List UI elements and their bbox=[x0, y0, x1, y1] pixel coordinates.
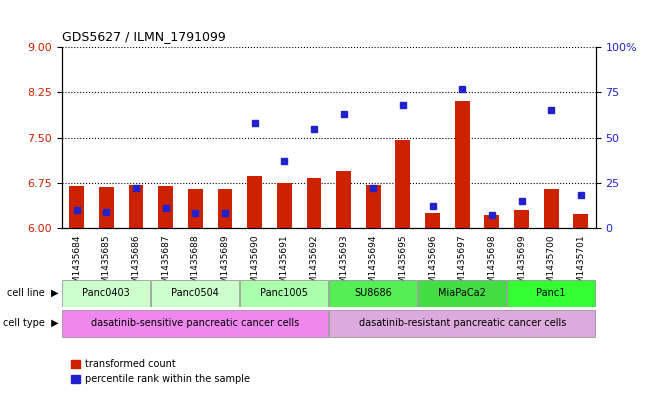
Text: MiaPaCa2: MiaPaCa2 bbox=[438, 288, 486, 298]
Text: Panc1: Panc1 bbox=[536, 288, 566, 298]
Legend: transformed count, percentile rank within the sample: transformed count, percentile rank withi… bbox=[66, 356, 254, 388]
Bar bbox=[62, 310, 328, 337]
Bar bbox=[99, 187, 114, 228]
Bar bbox=[62, 279, 150, 307]
Bar bbox=[307, 178, 322, 228]
Bar bbox=[329, 279, 417, 307]
Text: Panc1005: Panc1005 bbox=[260, 288, 308, 298]
Bar bbox=[69, 186, 84, 228]
Text: SU8686: SU8686 bbox=[354, 288, 392, 298]
Bar bbox=[514, 210, 529, 228]
Bar bbox=[574, 214, 589, 228]
Bar bbox=[544, 189, 559, 228]
Bar bbox=[425, 213, 440, 228]
Bar bbox=[128, 185, 143, 228]
Bar bbox=[455, 101, 469, 228]
Bar bbox=[277, 183, 292, 228]
Text: dasatinib-sensitive pancreatic cancer cells: dasatinib-sensitive pancreatic cancer ce… bbox=[91, 318, 299, 329]
Bar bbox=[329, 310, 595, 337]
Text: cell line  ▶: cell line ▶ bbox=[7, 288, 59, 298]
Bar bbox=[152, 279, 239, 307]
Bar bbox=[507, 279, 595, 307]
Text: GDS5627 / ILMN_1791099: GDS5627 / ILMN_1791099 bbox=[62, 30, 226, 43]
Bar bbox=[247, 176, 262, 228]
Bar bbox=[419, 279, 506, 307]
Bar bbox=[158, 186, 173, 228]
Text: Panc0504: Panc0504 bbox=[171, 288, 219, 298]
Bar bbox=[188, 189, 202, 228]
Text: cell type  ▶: cell type ▶ bbox=[3, 318, 59, 329]
Bar bbox=[396, 140, 410, 228]
Text: dasatinib-resistant pancreatic cancer cells: dasatinib-resistant pancreatic cancer ce… bbox=[359, 318, 566, 329]
Bar bbox=[240, 279, 328, 307]
Bar bbox=[217, 189, 232, 228]
Bar bbox=[366, 185, 381, 228]
Bar bbox=[484, 215, 499, 228]
Bar bbox=[336, 171, 351, 228]
Text: Panc0403: Panc0403 bbox=[83, 288, 130, 298]
